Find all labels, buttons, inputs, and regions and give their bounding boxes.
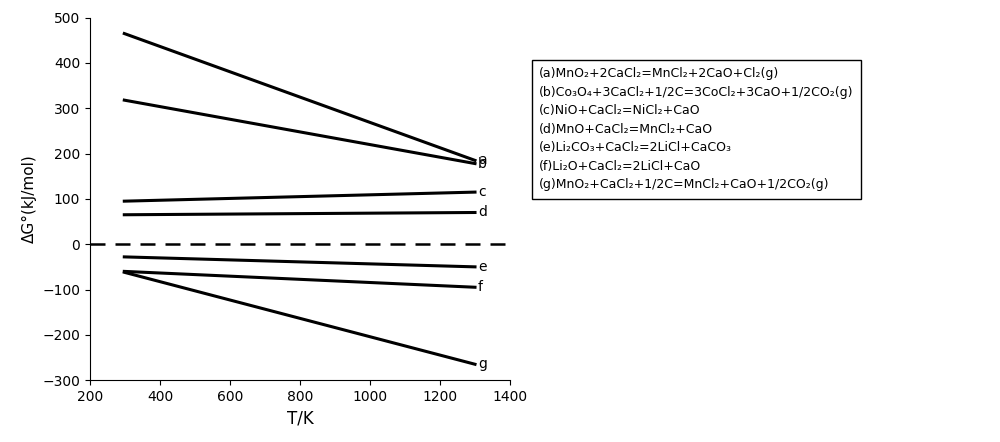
Text: e: e (478, 260, 486, 274)
X-axis label: T/K: T/K (287, 409, 313, 427)
Text: f: f (478, 280, 483, 294)
Text: c: c (478, 185, 485, 199)
Y-axis label: ΔG°(kJ/mol): ΔG°(kJ/mol) (22, 155, 37, 243)
Text: g: g (478, 357, 487, 371)
Text: (a)MnO₂+2CaCl₂=MnCl₂+2CaO+Cl₂(g)
(b)Co₃O₄+3CaCl₂+1/2C=3CoCl₂+3CaO+1/2CO₂(g)
(c)N: (a)MnO₂+2CaCl₂=MnCl₂+2CaO+Cl₂(g) (b)Co₃O… (539, 67, 854, 191)
Text: b: b (478, 156, 487, 171)
Text: d: d (478, 206, 487, 220)
Text: a: a (478, 153, 486, 168)
